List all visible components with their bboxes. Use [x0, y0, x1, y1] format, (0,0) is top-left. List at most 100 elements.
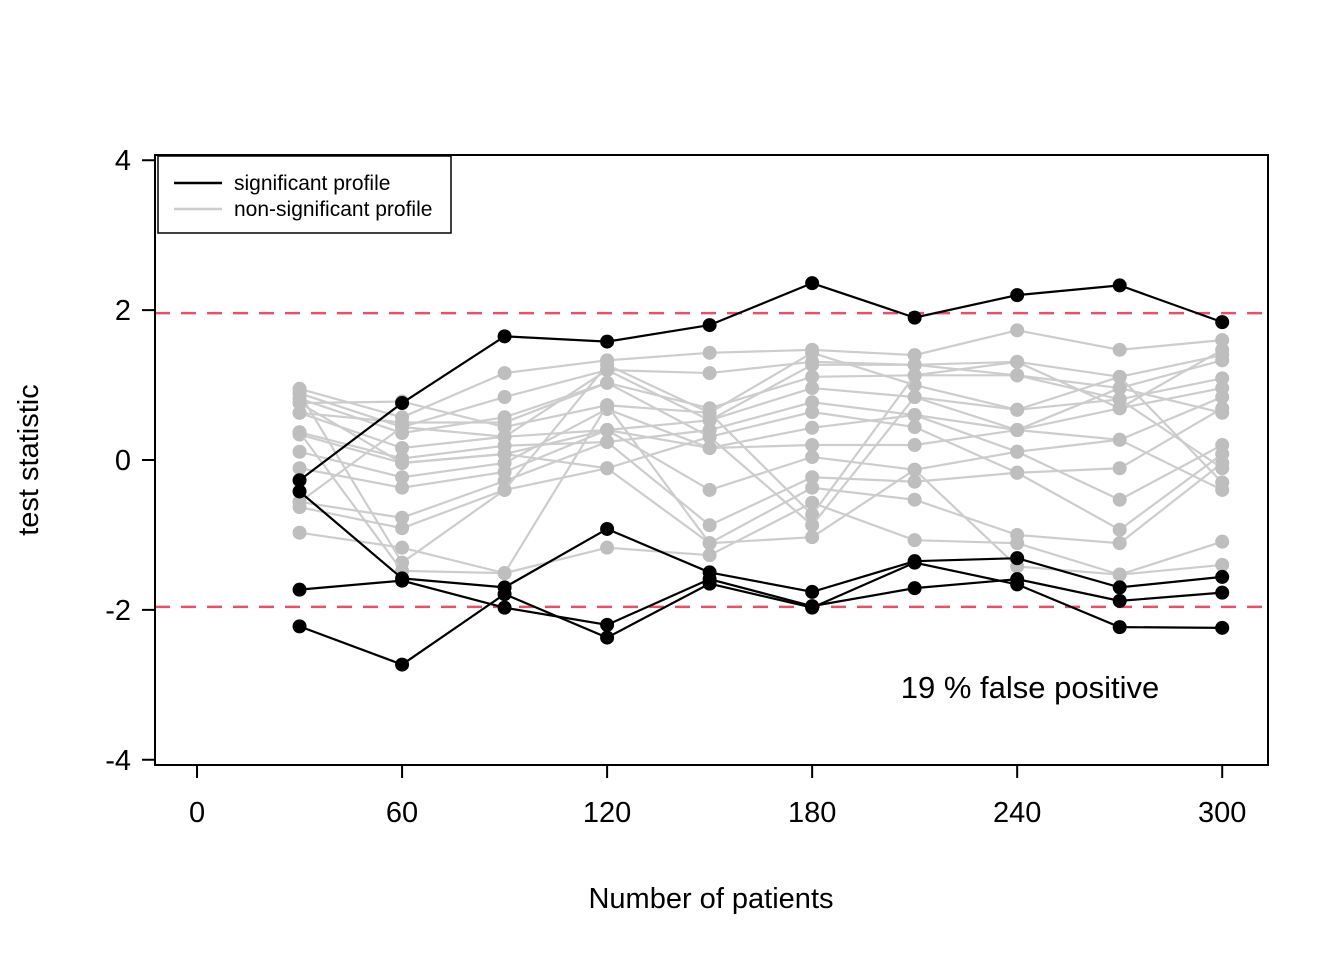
- profile-line-significant: [299, 561, 1223, 666]
- profile-line-nonsignificant: [299, 440, 1223, 531]
- data-point-nonsignificant: [1215, 342, 1230, 357]
- nonsignificant-profiles-layer: [292, 323, 1230, 582]
- data-point-nonsignificant: [497, 390, 512, 405]
- profile-line-nonsignificant: [299, 375, 1223, 527]
- data-point-nonsignificant: [1010, 368, 1025, 383]
- profile-line-nonsignificant: [298, 402, 1223, 491]
- data-point-nonsignificant: [907, 420, 922, 435]
- data-point-significant: [805, 276, 820, 291]
- legend-label-significant: significant profile: [234, 172, 390, 195]
- data-point-nonsignificant: [702, 518, 717, 533]
- profile-line-nonsignificant: [299, 329, 1223, 419]
- data-point-significant: [395, 396, 410, 411]
- y-axis-title: test statistic: [13, 384, 45, 536]
- data-point-nonsignificant: [1215, 390, 1230, 405]
- data-point-nonsignificant: [907, 462, 922, 477]
- data-point-significant: [1215, 315, 1230, 330]
- data-point-nonsignificant: [805, 530, 820, 545]
- y-tick-label: 4: [115, 145, 131, 177]
- axes-layer: 0 60 120 180 240 300 -4 -2 0 2 4: [105, 145, 1246, 829]
- data-point-nonsignificant: [702, 536, 717, 551]
- data-point-nonsignificant: [907, 438, 922, 453]
- x-axis-title: Number of patients: [588, 883, 833, 915]
- data-point-nonsignificant: [292, 396, 307, 411]
- data-point-nonsignificant: [497, 482, 512, 497]
- profile-line-nonsignificant: [298, 348, 1223, 565]
- data-point-significant: [907, 581, 922, 596]
- data-point-nonsignificant: [395, 521, 410, 536]
- data-point-nonsignificant: [805, 518, 820, 533]
- data-point-significant: [1215, 569, 1230, 584]
- data-point-nonsignificant: [395, 480, 410, 495]
- data-point-nonsignificant: [1215, 353, 1230, 368]
- profile-line-nonsignificant: [299, 386, 1223, 450]
- data-point-nonsignificant: [600, 435, 615, 450]
- data-point-nonsignificant: [907, 408, 922, 423]
- data-point-nonsignificant: [1215, 333, 1230, 348]
- data-point-significant: [395, 573, 410, 588]
- data-point-nonsignificant: [292, 444, 307, 459]
- data-point-significant: [497, 329, 512, 344]
- data-point-nonsignificant: [805, 495, 820, 510]
- data-point-nonsignificant: [805, 405, 820, 420]
- data-point-nonsignificant: [805, 450, 820, 465]
- data-point-nonsignificant: [395, 540, 410, 555]
- data-point-nonsignificant: [702, 548, 717, 563]
- data-point-nonsignificant: [702, 345, 717, 360]
- data-point-nonsignificant: [907, 348, 922, 363]
- data-point-significant: [395, 657, 410, 672]
- profile-line-significant: [298, 490, 1223, 594]
- data-point-nonsignificant: [1112, 342, 1127, 357]
- plot-area-border: [154, 154, 1269, 766]
- data-point-nonsignificant: [292, 525, 307, 540]
- data-point-nonsignificant: [497, 415, 512, 430]
- data-point-significant: [497, 600, 512, 615]
- data-point-nonsignificant: [497, 566, 512, 581]
- data-point-nonsignificant: [600, 375, 615, 390]
- data-point-nonsignificant: [292, 494, 307, 509]
- data-point-significant: [907, 310, 922, 325]
- data-point-nonsignificant: [395, 420, 410, 435]
- data-point-nonsignificant: [1215, 405, 1230, 420]
- data-point-nonsignificant: [292, 425, 307, 440]
- data-point-nonsignificant: [497, 429, 512, 444]
- data-point-nonsignificant: [805, 480, 820, 495]
- profile-line-nonsignificant: [298, 363, 1223, 503]
- data-point-significant: [292, 484, 307, 499]
- data-point-nonsignificant: [600, 423, 615, 438]
- data-point-nonsignificant: [805, 507, 820, 522]
- data-point-nonsignificant: [497, 366, 512, 381]
- data-point-nonsignificant: [1215, 534, 1230, 549]
- data-point-significant: [702, 318, 717, 333]
- data-point-significant: [1112, 620, 1127, 635]
- data-point-nonsignificant: [805, 470, 820, 485]
- data-point-nonsignificant: [1215, 557, 1230, 572]
- profile-line-nonsignificant: [299, 396, 1223, 460]
- data-point-nonsignificant: [907, 390, 922, 405]
- data-point-nonsignificant: [702, 366, 717, 381]
- legend: significant profile non-significant prof…: [157, 155, 452, 234]
- data-point-nonsignificant: [805, 438, 820, 453]
- legend-box: [157, 155, 452, 234]
- data-point-nonsignificant: [292, 461, 307, 476]
- profile-line-nonsignificant: [299, 354, 1223, 429]
- data-point-nonsignificant: [1112, 461, 1127, 476]
- data-point-significant: [600, 630, 615, 645]
- false-positive-annotation: 19 % false positive: [901, 670, 1159, 705]
- data-point-significant: [1112, 580, 1127, 595]
- data-point-nonsignificant: [907, 474, 922, 489]
- data-point-nonsignificant: [805, 345, 820, 360]
- data-point-nonsignificant: [395, 441, 410, 456]
- significant-profiles-layer: [292, 276, 1230, 672]
- data-point-nonsignificant: [1010, 402, 1025, 417]
- y-tick-label: -2: [105, 595, 131, 627]
- data-point-significant: [292, 582, 307, 597]
- data-point-nonsignificant: [1112, 522, 1127, 537]
- profile-line-significant: [299, 577, 1223, 627]
- profile-line-significant: [298, 281, 1223, 482]
- y-tick-label: 0: [115, 445, 131, 477]
- profile-line-nonsignificant: [299, 428, 1223, 501]
- data-point-nonsignificant: [907, 533, 922, 548]
- data-point-significant: [907, 555, 922, 570]
- data-point-nonsignificant: [395, 455, 410, 470]
